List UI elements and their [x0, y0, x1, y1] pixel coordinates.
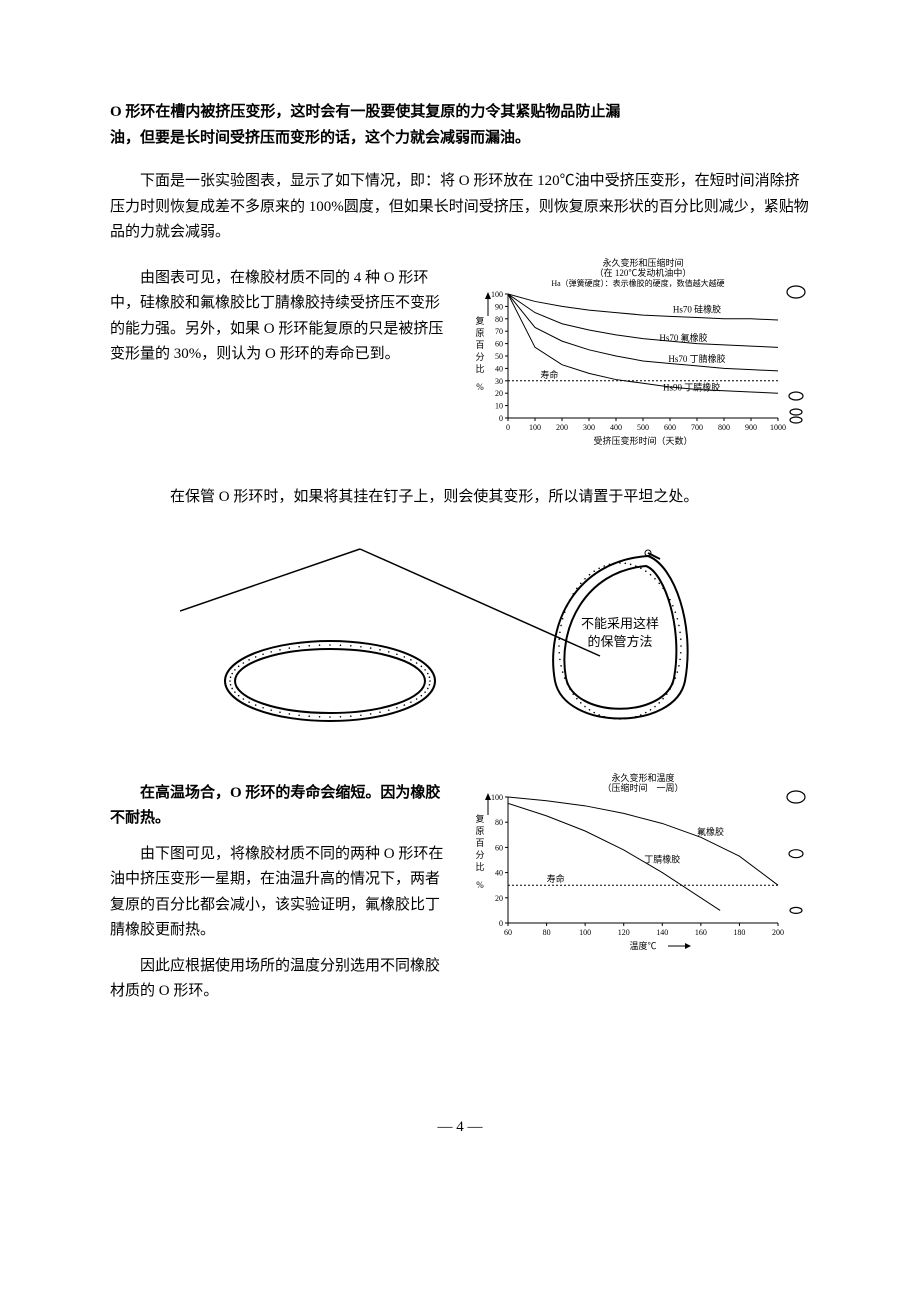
svg-text:180: 180	[733, 928, 745, 937]
heading-line-2: 油，但要是长时间受挤压而变形的话，这个力就会减弱而漏油。	[110, 126, 810, 152]
svg-text:Hs70 氟橡胶: Hs70 氟橡胶	[659, 332, 707, 343]
svg-text:100: 100	[491, 290, 503, 299]
svg-text:500: 500	[637, 423, 649, 432]
svg-text:百: 百	[475, 340, 484, 350]
svg-text:百: 百	[475, 838, 484, 848]
svg-text:Hs90 丁腈橡胶: Hs90 丁腈橡胶	[663, 381, 720, 392]
paragraph-4-bold: 在高温场合，O 形环的寿命会缩短。因为橡胶不耐热。	[110, 781, 450, 832]
chart-temperature: 永久变形和温度（压缩时间 一周） 0 20 40 60 80 100 60 80 100 120 14…	[470, 771, 810, 951]
svg-text:受挤压变形时间（天数）: 受挤压变形时间（天数）	[593, 435, 692, 446]
svg-text:1000: 1000	[770, 423, 786, 432]
svg-text:永久变形和压缩时间: 永久变形和压缩时间	[602, 257, 683, 268]
svg-text:0: 0	[506, 423, 510, 432]
svg-text:200: 200	[772, 928, 784, 937]
svg-text:Hs70 硅橡胶: Hs70 硅橡胶	[673, 303, 721, 314]
section-chart1: 由图表可见，在橡胶材质不同的 4 种 O 形环中，硅橡胶和氟橡胶比丁腈橡胶持续受…	[110, 256, 810, 456]
svg-text:400: 400	[610, 423, 622, 432]
svg-text:700: 700	[691, 423, 703, 432]
svg-text:120: 120	[618, 928, 630, 937]
paragraph-2: 由图表可见，在橡胶材质不同的 4 种 O 形环中，硅橡胶和氟橡胶比丁腈橡胶持续受…	[110, 266, 450, 368]
svg-text:80: 80	[543, 928, 551, 937]
svg-text:80: 80	[495, 314, 503, 323]
section-chart2: 在高温场合，O 形环的寿命会缩短。因为橡胶不耐热。 由下图可见，将橡胶材质不同的…	[110, 771, 810, 1015]
svg-text:永久变形和温度: 永久变形和温度	[611, 772, 674, 783]
paragraph-5: 由下图可见，将橡胶材质不同的两种 O 形环在油中挤压变形一星期，在油温升高的情况…	[110, 842, 450, 944]
svg-text:160: 160	[695, 928, 707, 937]
svg-text:%: %	[476, 880, 484, 890]
svg-text:氟橡胶: 氟橡胶	[697, 825, 724, 836]
svg-text:100: 100	[579, 928, 591, 937]
svg-text:（压缩时间 一周）: （压缩时间 一周）	[602, 782, 683, 793]
svg-text:50: 50	[495, 352, 503, 361]
svg-text:100: 100	[491, 793, 503, 802]
svg-text:分: 分	[475, 850, 484, 860]
svg-text:90: 90	[495, 302, 503, 311]
heading-line-1: O 形环在槽内被挤压变形，这时会有一股要使其复原的力令其紧贴物品防止漏	[110, 100, 810, 126]
svg-text:20: 20	[495, 893, 503, 902]
paragraph-6: 因此应根据使用场所的温度分别选用不同橡胶材质的 O 形环。	[110, 954, 450, 1005]
svg-text:复: 复	[475, 813, 484, 824]
svg-text:分: 分	[475, 352, 484, 362]
svg-text:60: 60	[495, 843, 503, 852]
svg-text:40: 40	[495, 364, 503, 373]
svg-text:不能采用这样: 不能采用这样	[581, 616, 659, 631]
svg-text:原: 原	[475, 826, 484, 836]
svg-text:200: 200	[556, 423, 568, 432]
chart-compression-time: 永久变形和压缩时间（在 120℃发动机油中）Ha（弹簧硬度）：表示橡胶的硬度，数…	[470, 256, 810, 446]
svg-text:0: 0	[499, 414, 503, 423]
svg-text:（在 120℃发动机油中）: （在 120℃发动机油中）	[595, 267, 692, 278]
svg-text:Ha（弹簧硬度）：表示橡胶的硬度，数值越大越硬: Ha（弹簧硬度）：表示橡胶的硬度，数值越大越硬	[551, 278, 724, 288]
svg-text:10: 10	[495, 401, 503, 410]
svg-text:100: 100	[529, 423, 541, 432]
oring-storage-diagram: 不能采用这样的保管方法	[180, 531, 740, 741]
svg-text:60: 60	[504, 928, 512, 937]
svg-text:寿命: 寿命	[547, 873, 565, 884]
svg-text:140: 140	[656, 928, 668, 937]
svg-text:900: 900	[745, 423, 757, 432]
svg-text:800: 800	[718, 423, 730, 432]
svg-text:40: 40	[495, 868, 503, 877]
svg-text:复: 复	[475, 315, 484, 326]
svg-text:比: 比	[475, 363, 484, 374]
svg-text:的保管方法: 的保管方法	[587, 634, 652, 649]
svg-text:80: 80	[495, 818, 503, 827]
svg-text:丁腈橡胶: 丁腈橡胶	[644, 853, 680, 864]
svg-text:0: 0	[499, 919, 503, 928]
page-number: — 4 —	[110, 1115, 810, 1141]
svg-text:600: 600	[664, 423, 676, 432]
svg-text:20: 20	[495, 389, 503, 398]
paragraph-3: 在保管 O 形环时，如果将其挂在钉子上，则会使其变形，所以请置于平坦之处。	[110, 485, 810, 511]
svg-text:Hs70 丁腈橡胶: Hs70 丁腈橡胶	[668, 353, 725, 364]
svg-text:30: 30	[495, 376, 503, 385]
svg-text:300: 300	[583, 423, 595, 432]
svg-text:60: 60	[495, 339, 503, 348]
svg-text:比: 比	[475, 861, 484, 872]
svg-text:%: %	[476, 382, 484, 392]
svg-text:原: 原	[475, 328, 484, 338]
svg-text:温度℃: 温度℃	[629, 940, 656, 951]
svg-text:寿命: 寿命	[540, 368, 558, 379]
svg-text:70: 70	[495, 327, 503, 336]
paragraph-1: 下面是一张实验图表，显示了如下情况，即：将 O 形环放在 120℃油中受挤压变形…	[110, 169, 810, 246]
